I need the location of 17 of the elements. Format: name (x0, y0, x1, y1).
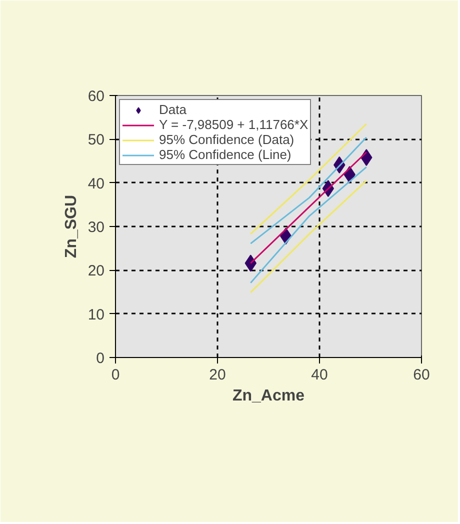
y-tick-label: 50 (88, 132, 105, 149)
x-tick-label: 40 (311, 366, 328, 384)
legend-label: Data (159, 102, 186, 117)
legend-label: 95% Confidence (Line) (159, 147, 292, 162)
y-tick-label: 10 (88, 306, 105, 324)
legend-label: 95% Confidence (Data) (159, 132, 294, 147)
y-tick-label: 0 (96, 350, 104, 367)
legend-label: Y = -7,98509 + 1,11766*X (159, 117, 308, 132)
y-axis-title: Zn_SGU (62, 194, 80, 258)
x-tick-label: 60 (413, 366, 430, 384)
y-tick-label: 60 (88, 88, 105, 105)
y-tick-label: 20 (88, 262, 105, 280)
y-tick-label: 30 (88, 219, 105, 236)
y-tick-label: 40 (88, 175, 105, 192)
x-axis-title: Zn_Acme (232, 388, 305, 404)
x-tick-label: 20 (209, 366, 226, 384)
x-tick-label: 0 (111, 366, 120, 384)
